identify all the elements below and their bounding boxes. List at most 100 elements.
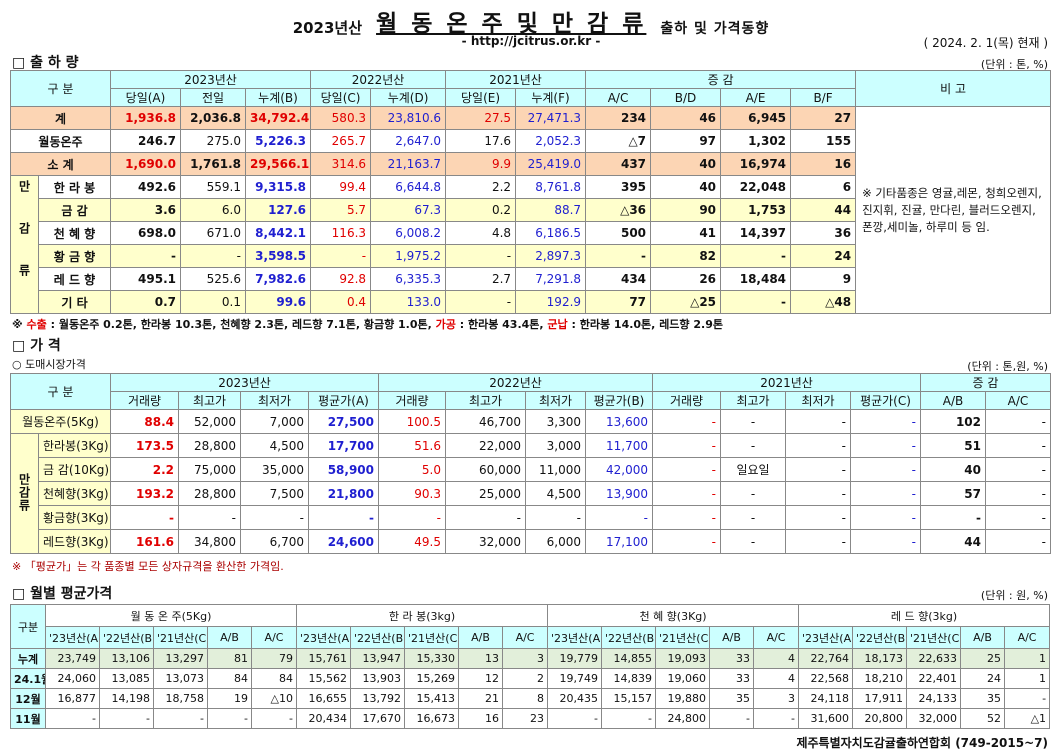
value-cell: 8,442.1: [244, 221, 312, 245]
value-cell: 434: [585, 267, 652, 291]
header-cell: '21년산(C): [153, 626, 208, 649]
value-cell: 1,936.8: [110, 106, 181, 130]
value-cell: 3,000: [525, 433, 586, 458]
header-cell: A/C: [250, 626, 298, 649]
header-cell: '23년산(A): [798, 626, 854, 649]
value-cell: 246.7: [110, 129, 181, 153]
value-cell: 14,839: [601, 668, 657, 689]
value-cell: 27,500: [308, 409, 379, 434]
monthly-table: 구분 월 동 온 주(5Kg) 한 라 봉(3kg) 천 혜 향(3Kg) 레 드 향(…: [10, 604, 1051, 729]
value-cell: 15,157: [601, 688, 657, 709]
value-cell: -: [110, 244, 181, 268]
value-cell: 90: [650, 198, 722, 222]
header-cell: '22년산(B): [601, 626, 657, 649]
value-cell: 580.3: [310, 106, 372, 130]
value-cell: -: [310, 244, 372, 268]
note-segment: : 월동온주 0.2톤, 한라봉 10.3톤, 천혜향 2.3톤, 레드향 7.…: [46, 318, 436, 331]
shipment-note: ※ 수출 : 월동온주 0.2톤, 한라봉 10.3톤, 천혜향 2.3톤, 레…: [12, 316, 723, 332]
value-cell: 20,435: [547, 688, 603, 709]
title-prefix: 2023년산: [292, 19, 363, 37]
value-cell: 16: [790, 152, 857, 176]
value-cell: 173.5: [110, 433, 179, 458]
value-cell: 6,008.2: [370, 221, 447, 245]
header-cell: '21년산(C): [906, 626, 962, 649]
value-cell: -: [601, 708, 657, 729]
unit: (단위 : 톤,원, %): [967, 360, 1048, 373]
value-cell: 57: [920, 481, 986, 506]
value-cell: 8,761.8: [515, 175, 587, 199]
value-cell: -: [785, 505, 851, 530]
value-cell: 2: [502, 668, 549, 689]
value-cell: 19,749: [547, 668, 603, 689]
value-cell: 79: [250, 648, 298, 669]
header-cell: A/C: [585, 88, 652, 107]
header-cell: 누계(F): [515, 88, 587, 107]
section-title: □ 월별 평균가격: [12, 586, 113, 602]
row-name: 한라봉(3Kg): [38, 433, 111, 458]
unit: (단위 : 원, %): [980, 589, 1048, 602]
value-cell: 5.0: [378, 457, 446, 482]
value-cell: 16,974: [720, 152, 792, 176]
value-cell: 2,897.3: [515, 244, 587, 268]
value-cell: 13,792: [350, 688, 406, 709]
data-row: 금 감(10Kg) 2.2 75,000 35,000 58,900 5.0 60,000 1…: [11, 457, 1051, 482]
header-cell: B/F: [790, 88, 857, 107]
value-cell: 22,633: [906, 648, 962, 669]
value-cell: 16,673: [404, 708, 460, 729]
data-row: 천혜향(3Kg) 193.2 28,800 7,500 21,800 90.3 25,000…: [11, 481, 1051, 506]
data-row: 소 계 1,690.0 1,761.8 29,566.1 314.6 21,163.7 9.…: [10, 152, 1051, 176]
value-cell: -: [250, 708, 298, 729]
value-cell: 21: [458, 688, 504, 709]
value-cell: 13,900: [585, 481, 653, 506]
value-cell: -: [652, 433, 721, 458]
value-cell: -: [207, 708, 252, 729]
value-cell: 395: [585, 175, 652, 199]
header-cell: '23년산(A): [45, 626, 100, 649]
unit: (단위 : 톤, %): [980, 58, 1048, 71]
header-cell: 구 분: [10, 373, 111, 410]
value-cell: 1,975.2: [370, 244, 447, 268]
value-cell: 92.8: [310, 267, 372, 291]
value-cell: -: [720, 244, 792, 268]
header-cell: 거래량: [652, 391, 721, 410]
header-cell: A/C: [1004, 626, 1051, 649]
header-row: 당일(A) 전일 누계(B) 당일(C) 누계(D) 당일(E) 누계(F) A/C B/D A/…: [11, 88, 1051, 107]
header-cell: 누계(D): [370, 88, 447, 107]
value-cell: 11,700: [585, 433, 653, 458]
header-row: '23년산(A) '22년산(B) '21년산(C) A/B A/C '23년산(A) '2…: [11, 626, 1051, 649]
value-cell: 일요일: [720, 457, 786, 482]
side-label: 만감류: [10, 433, 39, 554]
row-name: 11월: [10, 708, 46, 729]
value-cell: 4,500: [240, 433, 309, 458]
value-cell: -: [785, 409, 851, 434]
value-cell: 698.0: [110, 221, 181, 245]
value-cell: 559.1: [180, 175, 246, 199]
value-cell: 17,100: [585, 529, 653, 554]
value-cell: 20,434: [296, 708, 352, 729]
value-cell: 671.0: [180, 221, 246, 245]
header-cell: 2023년산: [109, 70, 312, 89]
value-cell: -: [652, 481, 721, 506]
header-cell: A/E: [720, 88, 792, 107]
header-row: 거래량 최고가 최저가 평균가(A) 거래량 최고가 최저가 평균가(B) 거래량 최고가 최저가 평…: [11, 391, 1051, 410]
value-cell: 314.6: [310, 152, 372, 176]
header-cell: 구분: [10, 604, 46, 649]
row-name: 레 드 향: [38, 267, 111, 291]
value-cell: 133.0: [370, 290, 447, 314]
value-cell: 23: [502, 708, 549, 729]
value-cell: 275.0: [180, 129, 246, 153]
value-cell: 24: [960, 668, 1006, 689]
value-cell: 15,761: [296, 648, 352, 669]
value-cell: 102: [920, 409, 986, 434]
title-main: 월 동 온 주 및 만 감 류: [376, 11, 647, 37]
value-cell: -: [709, 708, 755, 729]
value-cell: 2.2: [445, 175, 517, 199]
value-cell: 17,700: [308, 433, 379, 458]
value-cell: 22,568: [798, 668, 854, 689]
section-subtitle: ○ 도매시장가격: [12, 358, 86, 371]
value-cell: -: [850, 409, 921, 434]
value-cell: -: [153, 708, 208, 729]
value-cell: -: [308, 505, 379, 530]
value-cell: 0.2: [445, 198, 517, 222]
value-cell: 19,060: [655, 668, 711, 689]
